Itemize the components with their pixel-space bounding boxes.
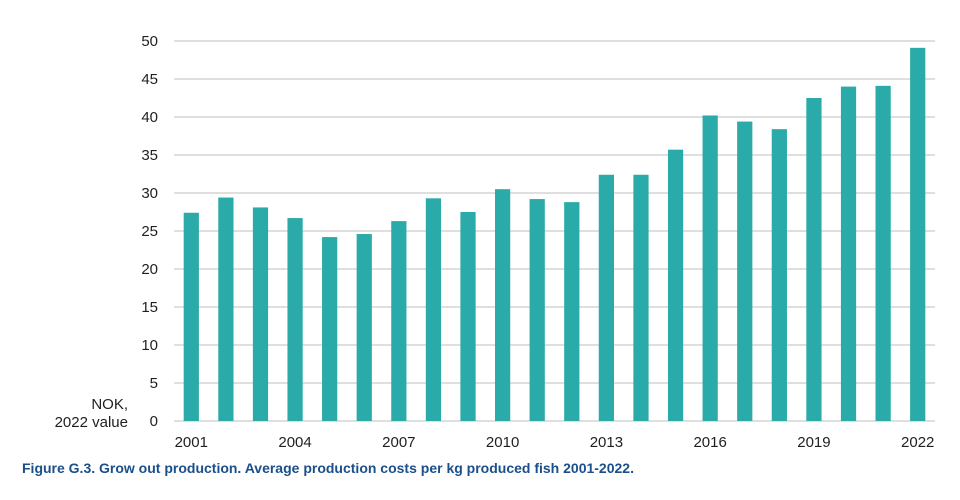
x-tick-label-2022: 2022 — [901, 434, 934, 451]
x-tick-label-2004: 2004 — [278, 434, 311, 451]
bar-2001 — [183, 212, 199, 421]
x-axis-tick-labels: 2001 2004 2007 2010 2013 2016 2019 2022 — [175, 434, 935, 451]
y-tick-label-20: 20 — [141, 261, 158, 278]
bar-2014 — [633, 174, 649, 421]
bar-2011 — [529, 199, 545, 421]
y-tick-label-15: 15 — [141, 299, 158, 316]
x-tick-label-2013: 2013 — [590, 434, 623, 451]
y-tick-label-0: 0 — [150, 413, 158, 430]
bar-2016 — [702, 115, 718, 421]
bar-2003 — [252, 207, 269, 421]
bar-2005 — [322, 237, 338, 421]
x-tick-label-2007: 2007 — [382, 434, 415, 451]
figure-caption: Figure G.3. Grow out production. Average… — [22, 460, 634, 476]
y-axis-label-line1: NOK, — [91, 396, 128, 413]
bars — [183, 47, 926, 422]
bar-2010 — [495, 189, 511, 421]
bar-2019 — [806, 98, 822, 421]
bar-2017 — [737, 121, 753, 421]
bar-2006 — [356, 234, 372, 421]
y-tick-label-10: 10 — [141, 337, 158, 354]
bar-2021 — [875, 85, 891, 421]
bar-2008 — [425, 198, 442, 421]
bar-chart: 0 5 10 15 20 25 30 35 40 45 50 2001 2004 2007 2010 201… — [55, 33, 935, 451]
bar-2012 — [564, 202, 580, 421]
y-axis-label-line2: 2022 value — [55, 414, 128, 431]
x-tick-label-2001: 2001 — [175, 434, 208, 451]
x-tick-label-2010: 2010 — [486, 434, 519, 451]
x-tick-label-2019: 2019 — [797, 434, 830, 451]
bar-2013 — [598, 174, 614, 421]
y-tick-label-45: 45 — [141, 71, 158, 88]
y-axis-tick-labels: 0 5 10 15 20 25 30 35 40 45 50 — [141, 33, 158, 430]
bar-2004 — [287, 218, 303, 421]
bar-2020 — [840, 86, 857, 421]
bar-2018 — [771, 129, 787, 421]
bar-2015 — [667, 149, 684, 421]
bar-2002 — [218, 197, 234, 421]
y-tick-label-40: 40 — [141, 109, 158, 126]
x-tick-label-2016: 2016 — [693, 434, 726, 451]
y-tick-label-30: 30 — [141, 185, 158, 202]
y-tick-label-5: 5 — [150, 375, 158, 392]
y-tick-label-50: 50 — [141, 33, 158, 50]
y-tick-label-25: 25 — [141, 223, 158, 240]
bar-2009 — [460, 212, 476, 421]
bar-2007 — [391, 221, 407, 421]
y-tick-label-35: 35 — [141, 147, 158, 164]
bar-2022 — [910, 47, 926, 422]
